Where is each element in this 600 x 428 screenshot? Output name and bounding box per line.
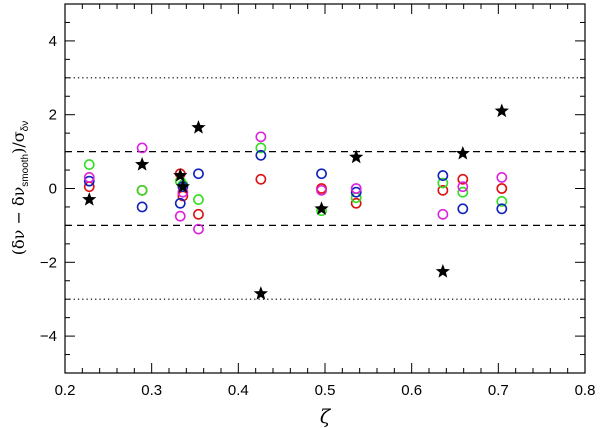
circle-point [136,201,148,213]
circle-point [174,210,186,222]
circle-point [437,184,449,196]
star-point [173,168,188,182]
x-axis-title: ζ [320,406,332,428]
x-tick-label: 0.3 [141,382,162,399]
circle-point [193,208,204,220]
x-tick-label: 0.5 [315,382,336,399]
y-tick-label: −2 [40,254,57,271]
circle-point [193,223,204,235]
circle-point [83,172,95,183]
x-tick-label: 0.4 [228,382,249,399]
circle-point [83,159,95,170]
y-tick-label: 4 [49,33,57,50]
circle-point [437,208,449,220]
circle-point [457,181,469,193]
circle-point [255,149,267,161]
circle-point [496,183,508,194]
circle-point [316,184,327,196]
circle-point [437,170,449,181]
circle-point [193,194,204,205]
circle-point [457,203,469,215]
reference-lines [65,77,585,300]
star-point [175,179,190,193]
star-point [82,192,97,206]
x-tick-label: 0.8 [575,382,596,399]
star-point [314,201,329,215]
star-point [435,264,450,278]
circle-point [83,175,95,187]
plot-frame [64,3,586,374]
circle-point [255,131,267,143]
y-axis-title: (δν − δνsmooth)/σδν [9,121,31,255]
star-point [191,120,206,134]
x-tick-labels: 0.2 0.3 0.4 0.5 0.6 0.7 0.8 [55,382,596,399]
star-point [349,149,364,164]
star-point [455,145,470,160]
circle-point [457,186,469,198]
circle-point [174,197,186,209]
circle-point [255,142,267,154]
circle-point [350,197,362,209]
circle-point [350,186,362,198]
data-points [82,103,509,300]
circle-point [437,177,449,189]
x-tick-label: 0.6 [401,382,422,399]
star-point [253,286,268,300]
circle-point [457,173,469,185]
circle-point [136,184,148,196]
y-tick-label: 0 [49,181,57,198]
x-tick-label: 0.2 [55,382,76,399]
y-tick-label: −4 [40,328,57,345]
circle-point [316,168,327,180]
y-tick-labels: −4 −2 0 2 4 [40,33,57,345]
circle-point [496,203,508,215]
circle-point [496,172,508,183]
circle-point [255,173,267,185]
circle-point [136,142,148,154]
circle-point [350,183,362,194]
circle-point [193,168,204,180]
x-tick-label: 0.7 [488,382,509,399]
star-point [135,157,150,171]
y-tick-label: 2 [49,107,57,124]
circle-point [496,196,508,207]
star-point [494,103,509,118]
